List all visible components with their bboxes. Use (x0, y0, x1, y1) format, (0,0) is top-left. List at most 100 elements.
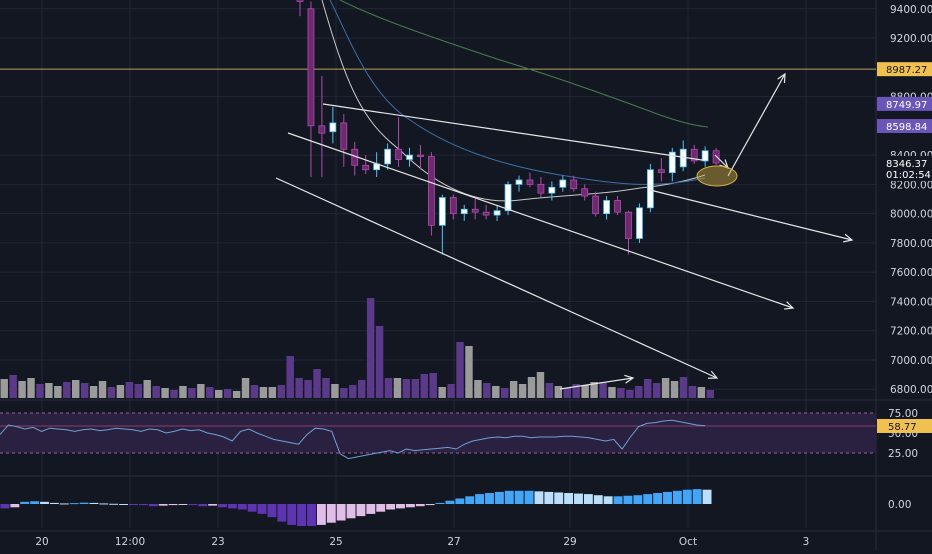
macd-histogram-bar (613, 496, 623, 504)
price-badge-label: 8749.97 (886, 100, 927, 111)
macd-histogram-bar (514, 490, 524, 504)
volume-bar (590, 382, 598, 398)
price-badge (877, 167, 932, 182)
macd-histogram-bar (663, 491, 672, 504)
candle-up (701, 150, 709, 162)
volume-bar (80, 383, 89, 398)
macd-histogram-bar (129, 504, 138, 505)
x-tick-label: 27 (447, 536, 460, 548)
candle-up (548, 186, 556, 194)
price-tick-label: 8000.00 (890, 209, 932, 221)
volume-bar (0, 379, 8, 398)
candle-down (537, 183, 545, 194)
candle-down (625, 211, 632, 239)
volume-bar (697, 387, 706, 398)
price-tick-label: 8200.00 (890, 179, 932, 191)
macd-histogram-bar (30, 501, 40, 504)
candle-down (395, 148, 402, 160)
macd-histogram-bar (455, 498, 465, 504)
macd-histogram-bar (227, 504, 237, 509)
candle-up (504, 183, 512, 212)
candle-down (570, 179, 578, 190)
macd-histogram-bar (494, 491, 504, 504)
candle-down (526, 179, 534, 185)
volume-bar (161, 388, 169, 398)
macd-histogram-bar (574, 493, 583, 504)
volume-bar (366, 298, 375, 398)
volume-bar (447, 384, 455, 398)
volume-bar (63, 382, 71, 398)
channel-bottom-projection-head (707, 370, 719, 379)
volume-bar (277, 385, 285, 398)
x-tick-label: 23 (211, 536, 224, 548)
candle-up (384, 148, 392, 165)
macd-histogram-bar (119, 504, 129, 505)
macd-histogram-bar (682, 489, 692, 504)
macd-histogram-bar (267, 504, 277, 518)
macd-histogram-bar (653, 493, 663, 504)
volume-bar (527, 377, 536, 398)
volume-bar (179, 386, 187, 398)
candle-down (581, 188, 589, 197)
price-badge-label: 01:02:54 (886, 170, 931, 181)
volume-bar (250, 385, 259, 398)
macd-histogram-bar (257, 504, 267, 514)
price-tick-label: 7200.00 (890, 326, 932, 338)
volume-bar (375, 326, 384, 398)
macd-histogram-bar (168, 504, 178, 506)
volume-bar (349, 385, 357, 398)
breakout-arrow-head (777, 72, 786, 84)
price-tick-label: 9400.00 (890, 4, 932, 16)
volume-bar (635, 386, 643, 398)
candle-up (329, 122, 337, 133)
macd-histogram-bar (287, 504, 297, 525)
price-badge (877, 119, 932, 134)
macd-histogram-bar (534, 491, 544, 504)
rsi-badge-label: 58.77 (888, 422, 917, 433)
channel-top-line (322, 103, 703, 161)
candle-down (362, 164, 370, 171)
macd-histogram-bar (138, 504, 148, 506)
price-tick-label: 7400.00 (890, 296, 932, 308)
candle-down (482, 211, 490, 216)
macd-histogram-bar (59, 503, 69, 505)
volume-bar (36, 384, 44, 398)
candle-down (340, 122, 348, 150)
volume-bar (98, 381, 107, 398)
candle-down (657, 169, 665, 174)
rsi-band (0, 413, 876, 453)
moving-average-mid (329, 0, 706, 185)
volume-bar (492, 386, 500, 398)
macd-histogram-bar (346, 504, 356, 519)
volume-bar (617, 388, 625, 398)
volume-bar (572, 384, 580, 398)
macd-histogram-bar (465, 496, 475, 504)
volume-bar (411, 379, 420, 398)
highlight-ellipse (696, 165, 738, 187)
candle-up (515, 179, 523, 185)
volume-bar (188, 388, 196, 398)
volume-bar (456, 342, 464, 398)
volume-bar (465, 346, 473, 398)
volume-bar (197, 384, 205, 398)
macd-histogram-bar (485, 493, 494, 504)
macd-histogram-bar (336, 504, 346, 521)
macd-histogram-bar (10, 504, 20, 508)
volume-bar (331, 384, 339, 398)
candle-down (296, 0, 304, 2)
macd-tick-label: 0.00 (888, 499, 911, 511)
volume-bar (644, 379, 652, 398)
macd-histogram-bar (544, 491, 554, 504)
x-tick-label: 3 (803, 536, 810, 548)
volume-bar (652, 383, 661, 398)
volume-bar (206, 387, 214, 398)
candle-up (668, 151, 676, 174)
price-badge-label: 8987.27 (886, 65, 927, 76)
volume-trend-arrow-head (624, 374, 635, 384)
volume-bar (545, 383, 554, 398)
volume-bar (358, 380, 366, 398)
macd-histogram-bar (415, 504, 425, 507)
volume-bar (223, 389, 232, 398)
